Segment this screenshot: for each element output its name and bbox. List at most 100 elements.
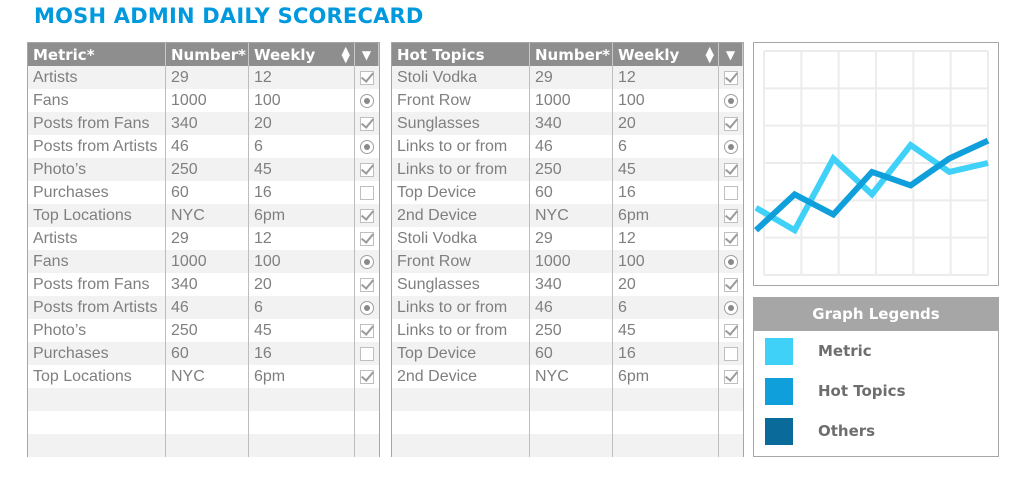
- sort-icon[interactable]: ▲ ▼: [705, 43, 714, 65]
- legend-item-hot-topics: Hot Topics: [754, 371, 998, 411]
- checkbox[interactable]: [360, 277, 374, 292]
- series-line-metric: [754, 141, 989, 235]
- metric-column-header[interactable]: Metric*: [28, 43, 166, 66]
- row-mark-cell: [355, 250, 379, 273]
- cell-number: [530, 434, 613, 457]
- radio-button[interactable]: [724, 139, 738, 154]
- table-row: Fans 1000 100: [28, 89, 379, 112]
- cell-label: 2nd Device: [392, 365, 530, 388]
- cell-number: 46: [530, 296, 613, 319]
- checkbox[interactable]: [724, 231, 738, 246]
- cell-number: 1000: [530, 250, 613, 273]
- cell-number: NYC: [530, 365, 613, 388]
- legend-label: Metric: [818, 342, 872, 360]
- cell-label: [392, 434, 530, 457]
- cell-weekly: 100: [613, 250, 719, 273]
- cell-label: Links to or from: [392, 158, 530, 181]
- table-row: Posts from Artists 46 6: [28, 296, 379, 319]
- table-row: Sunglasses 340 20: [392, 112, 743, 135]
- checkbox[interactable]: [724, 70, 738, 85]
- cell-weekly: 12: [613, 227, 719, 250]
- row-mark-cell: [719, 112, 743, 135]
- checkbox[interactable]: [360, 162, 374, 177]
- checkbox[interactable]: [724, 369, 738, 384]
- row-mark-cell: [355, 89, 379, 112]
- checkbox[interactable]: [360, 70, 374, 85]
- checkbox[interactable]: [360, 116, 374, 131]
- radio-button[interactable]: [724, 254, 738, 269]
- row-mark-cell: [355, 296, 379, 319]
- checkbox[interactable]: [724, 323, 738, 338]
- cell-label: Purchases: [28, 342, 166, 365]
- radio-button[interactable]: [360, 139, 374, 154]
- checkbox[interactable]: [724, 277, 738, 292]
- cell-label: Stoli Vodka: [392, 227, 530, 250]
- radio-button[interactable]: [724, 93, 738, 108]
- row-mark-cell: [355, 319, 379, 342]
- checkbox[interactable]: [360, 185, 374, 200]
- radio-button[interactable]: [360, 254, 374, 269]
- table-row: Fans 1000 100: [28, 250, 379, 273]
- metric-table: Metric* Number* Weekly ▲ ▼ ▼ Artists 29 12 F…: [27, 42, 380, 457]
- cell-number: 60: [166, 342, 249, 365]
- hot-topics-column-header[interactable]: Hot Topics: [392, 43, 530, 66]
- cell-label: [28, 388, 166, 411]
- graph-legend: Graph Legends Metric Hot Topics Others: [753, 297, 999, 457]
- cell-number: 1000: [530, 89, 613, 112]
- cell-label: Stoli Vodka: [392, 66, 530, 89]
- row-mark-cell: [719, 319, 743, 342]
- row-mark-cell: [355, 135, 379, 158]
- checkbox[interactable]: [360, 231, 374, 246]
- cell-number: 340: [530, 112, 613, 135]
- sort-icon[interactable]: ▲ ▼: [341, 43, 350, 65]
- legend-title: Graph Legends: [754, 298, 998, 331]
- checkbox[interactable]: [724, 116, 738, 131]
- cell-label: Artists: [28, 227, 166, 250]
- checkbox[interactable]: [724, 208, 738, 223]
- filter-dropdown-icon[interactable]: ▼: [355, 43, 379, 66]
- checkbox[interactable]: [724, 162, 738, 177]
- row-mark-cell: [719, 273, 743, 296]
- checkbox[interactable]: [360, 369, 374, 384]
- row-mark-cell: [355, 204, 379, 227]
- cell-weekly: 16: [613, 181, 719, 204]
- cell-weekly: 6: [613, 296, 719, 319]
- number-column-header[interactable]: Number*: [530, 43, 613, 66]
- checkbox[interactable]: [360, 346, 374, 361]
- cell-weekly: 100: [249, 89, 355, 112]
- checkbox[interactable]: [724, 346, 738, 361]
- cell-number: 46: [530, 135, 613, 158]
- cell-weekly: 6pm: [249, 204, 355, 227]
- radio-button[interactable]: [360, 300, 374, 315]
- table-row: Links to or from 250 45: [392, 319, 743, 342]
- cell-label: [28, 411, 166, 434]
- cell-weekly: 45: [249, 319, 355, 342]
- weekly-column-header[interactable]: Weekly ▲ ▼: [613, 43, 719, 66]
- legend-swatch: [765, 377, 793, 405]
- number-column-header[interactable]: Number*: [166, 43, 249, 66]
- table-row: Top Device 60 16: [392, 181, 743, 204]
- cell-weekly: 16: [249, 181, 355, 204]
- table-row: Stoli Vodka 29 12: [392, 66, 743, 89]
- radio-button[interactable]: [724, 300, 738, 315]
- cell-label: Links to or from: [392, 319, 530, 342]
- table-row: Sunglasses 340 20: [392, 273, 743, 296]
- row-mark-cell: [355, 158, 379, 181]
- row-mark-cell: [355, 112, 379, 135]
- checkbox[interactable]: [360, 208, 374, 223]
- table-row: Purchases 60 16: [28, 342, 379, 365]
- table-row: [392, 434, 743, 457]
- cell-label: Top Locations: [28, 365, 166, 388]
- checkbox[interactable]: [724, 185, 738, 200]
- weekly-column-header[interactable]: Weekly ▲ ▼: [249, 43, 355, 66]
- cell-label: Posts from Artists: [28, 135, 166, 158]
- row-mark-cell: [719, 89, 743, 112]
- radio-button[interactable]: [360, 93, 374, 108]
- table-row: Links to or from 46 6: [392, 135, 743, 158]
- row-mark-cell: [719, 388, 743, 411]
- cell-number: 250: [530, 319, 613, 342]
- checkbox[interactable]: [360, 323, 374, 338]
- line-chart-svg: [753, 50, 990, 276]
- table-row: 2nd Device NYC 6pm: [392, 365, 743, 388]
- filter-dropdown-icon[interactable]: ▼: [719, 43, 743, 66]
